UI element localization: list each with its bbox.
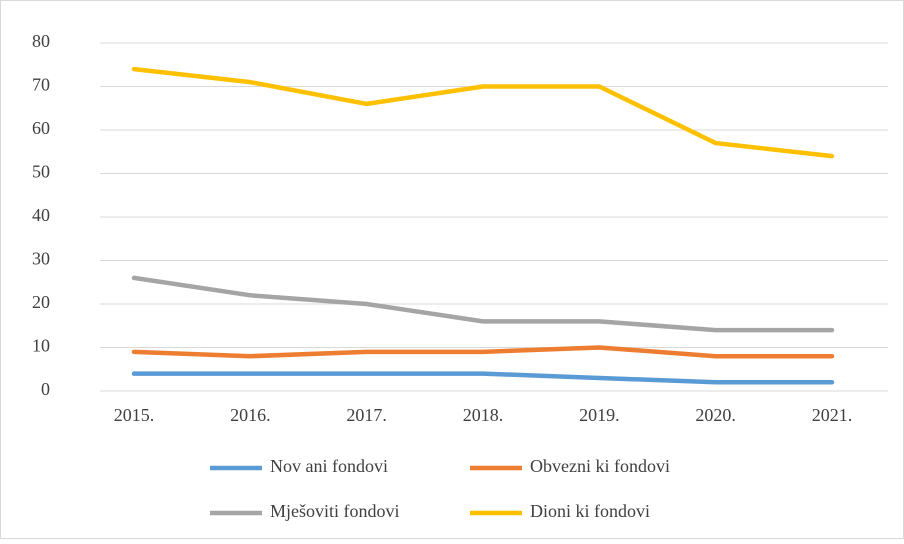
x-tick-label: 2016. xyxy=(230,405,271,425)
x-tick-label: 2021. xyxy=(812,405,853,425)
series-line xyxy=(131,66,835,159)
x-tick-label: 2019. xyxy=(579,405,620,425)
legend-label: Dioni ki fondovi xyxy=(530,501,650,521)
y-tick-label: 40 xyxy=(32,205,50,225)
legend-label: Mješoviti fondovi xyxy=(270,501,400,521)
series-line xyxy=(131,275,835,333)
y-tick-label: 20 xyxy=(32,292,50,312)
series-line xyxy=(131,371,835,385)
x-tick-label: 2017. xyxy=(346,405,387,425)
y-tick-label: 30 xyxy=(32,249,50,269)
x-tick-label: 2018. xyxy=(463,405,504,425)
series-line xyxy=(131,345,835,359)
legend-label: Obvezni ki fondovi xyxy=(530,456,670,476)
y-tick-label: 60 xyxy=(32,118,50,138)
x-tick-label: 2020. xyxy=(695,405,736,425)
y-tick-label: 70 xyxy=(32,75,50,95)
y-tick-label: 80 xyxy=(32,31,50,51)
y-tick-label: 0 xyxy=(41,379,50,399)
y-tick-label: 10 xyxy=(32,336,50,356)
y-tick-label: 50 xyxy=(32,162,50,182)
x-tick-label: 2015. xyxy=(114,405,155,425)
legend-label: Nov ani fondovi xyxy=(270,456,388,476)
